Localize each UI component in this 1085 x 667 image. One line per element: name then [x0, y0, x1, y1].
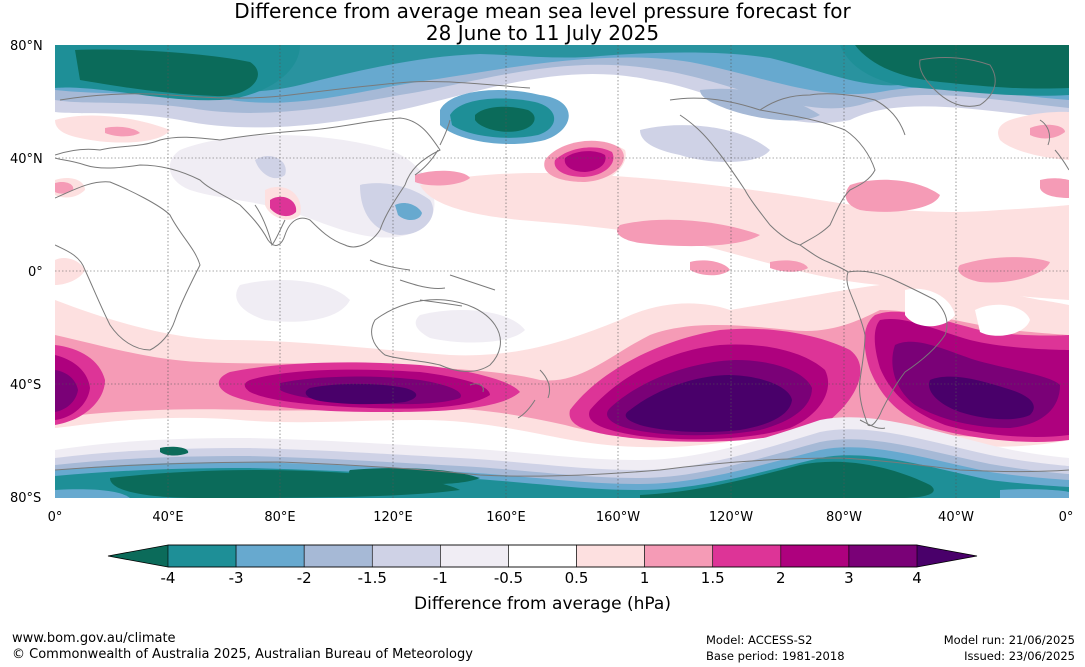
chart-title-line1: Difference from average mean sea level p…	[234, 0, 851, 23]
colorbar-tick-label: -4	[160, 569, 176, 587]
colorbar-bin	[167, 544, 237, 568]
colorbar	[107, 544, 978, 568]
colorbar-bin	[712, 544, 782, 568]
lon-label-160e: 160°E	[486, 510, 526, 525]
copyright-text: © Commonwealth of Australia 2025, Austra…	[12, 647, 473, 662]
lon-label-120w: 120°W	[708, 510, 754, 525]
colorbar-tick-label: 1	[639, 569, 650, 587]
lon-label-160w: 160°W	[595, 510, 641, 525]
colorbar-bin	[576, 544, 645, 568]
colorbar-extend-max	[917, 545, 977, 567]
colorbar-extend-min	[108, 545, 168, 567]
base-period-text: Base period: 1981-2018	[706, 649, 845, 663]
colorbar-tick-label: -0.5	[493, 569, 524, 587]
colorbar-bin	[235, 544, 305, 568]
colorbar-bin	[644, 544, 714, 568]
chart-title-line2: 28 June to 11 July 2025	[425, 21, 660, 45]
lat-label-80s: 80°S	[10, 491, 42, 506]
colorbar-tick-label: -3	[228, 569, 244, 587]
colorbar-bin	[780, 544, 850, 568]
lat-label-40n: 40°N	[10, 152, 43, 167]
colorbar-tick-label: 2	[776, 569, 786, 587]
lon-label-40e: 40°E	[152, 510, 184, 525]
colorbar-tick-label: 0.5	[564, 569, 589, 587]
lon-label-80w: 80°W	[826, 510, 862, 525]
colorbar-bin	[371, 544, 441, 568]
colorbar-bin	[848, 544, 918, 568]
colorbar-tick-label: -1.5	[357, 569, 387, 587]
website-text: www.bom.gov.au/climate	[12, 631, 176, 646]
colorbar-tick-label: -2	[296, 569, 312, 587]
colorbar-bin	[508, 544, 577, 568]
lat-label-80n: 80°N	[10, 39, 43, 54]
lon-label-0-right: 0°	[1058, 510, 1074, 525]
colorbar-bin	[440, 544, 509, 568]
lat-label-40s: 40°S	[10, 378, 42, 393]
lat-label-equator: 0°	[28, 265, 43, 280]
lon-label-120e: 120°E	[373, 510, 413, 525]
model-text: Model: ACCESS-S2	[706, 633, 813, 647]
lon-label-80e: 80°E	[264, 510, 296, 525]
lon-label-40w: 40°W	[938, 510, 974, 525]
issued-text: Issued: 23/06/2025	[964, 649, 1075, 663]
model-run-text: Model run: 21/06/2025	[943, 633, 1075, 647]
graticule	[55, 45, 1069, 498]
colorbar-tick-label: -1	[432, 569, 448, 587]
colorbar-tick-label: 3	[844, 569, 854, 587]
colorbar-bin	[303, 544, 373, 568]
colorbar-tick-label: 1.5	[700, 569, 725, 587]
colorbar-title: Difference from average (hPa)	[414, 594, 671, 614]
map-field	[55, 45, 1069, 498]
coastlines	[55, 57, 1069, 477]
colorbar-tick-label: 4	[912, 569, 922, 587]
lon-label-0-left: 0°	[47, 510, 63, 525]
